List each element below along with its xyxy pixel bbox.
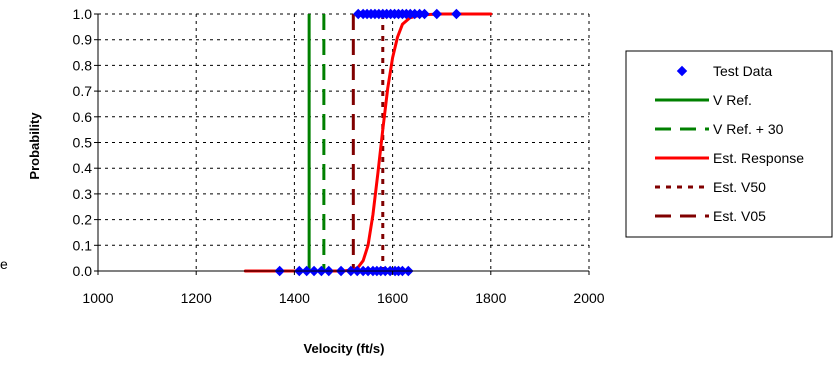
legend-entry: Test Data <box>676 63 772 79</box>
legend-entry: Est. V05 <box>655 208 766 224</box>
y-tick-label: 0.1 <box>73 237 93 253</box>
left-fragment-text: e <box>0 256 8 272</box>
x-tick-label: 1200 <box>181 290 212 306</box>
y-tick-label: 0.9 <box>73 32 93 48</box>
y-axis-label: Probability <box>27 112 42 180</box>
x-tick-label: 1600 <box>377 290 408 306</box>
x-tick-label: 1400 <box>279 290 310 306</box>
legend-label: Test Data <box>713 63 772 79</box>
legend-marker <box>676 65 688 77</box>
y-tick-label: 0.6 <box>73 109 93 125</box>
data-point <box>431 8 442 20</box>
y-tick-label: 0.3 <box>73 186 93 202</box>
legend: Test Data V Ref. V Ref. + 30 Est. Response E… <box>625 50 833 238</box>
data-point <box>451 8 462 20</box>
y-tick-label: 0.5 <box>73 135 93 151</box>
x-tick-label: 1000 <box>82 290 113 306</box>
y-tick-label: 0.0 <box>73 263 93 279</box>
legend-label: V Ref. + 30 <box>713 121 784 137</box>
axis-layer: 0.0 0.1 0.2 0.3 0.4 0.5 0.6 0.7 0.8 0.9 1.0 1000 120… <box>73 6 605 306</box>
grid-layer <box>98 13 590 271</box>
y-tick-label: 0.7 <box>73 83 93 99</box>
x-tick-label: 2000 <box>573 290 604 306</box>
legend-entry: V Ref. + 30 <box>655 121 784 137</box>
legend-label: Est. V05 <box>713 208 766 224</box>
legend-label: Est. V50 <box>713 179 766 195</box>
x-axis-label: Velocity (ft/s) <box>304 341 385 356</box>
y-tick-label: 0.4 <box>73 160 93 176</box>
legend-entry: V Ref. <box>655 92 752 108</box>
legend-label: V Ref. <box>713 92 752 108</box>
legend-box <box>625 50 833 238</box>
data-point <box>419 8 430 20</box>
x-tick-label: 1800 <box>475 290 506 306</box>
y-tick-label: 0.2 <box>73 212 93 228</box>
y-tick-label: 0.8 <box>73 57 93 73</box>
legend-items: Test Data V Ref. V Ref. + 30 Est. Response E… <box>655 63 804 224</box>
legend-entry: Est. V50 <box>655 179 766 195</box>
legend-entry: Est. Response <box>655 150 804 166</box>
legend-label: Est. Response <box>713 150 804 166</box>
y-tick-label: 1.0 <box>73 6 93 22</box>
plot-layer <box>243 8 493 277</box>
